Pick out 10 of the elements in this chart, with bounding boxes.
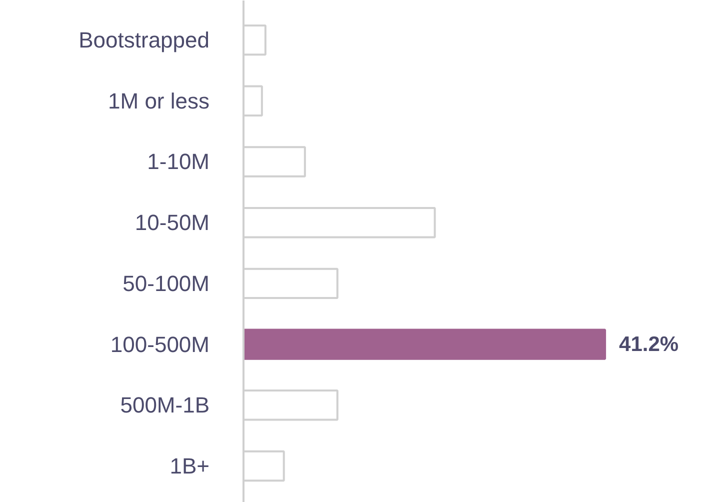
y-tick-label: 500M-1B bbox=[120, 392, 210, 418]
y-tick-label: 10-50M bbox=[134, 210, 210, 236]
y-tick-label: Bootstrapped bbox=[78, 28, 210, 53]
data-label: 41.2% bbox=[619, 332, 679, 356]
y-tick-label: 1B+ bbox=[170, 453, 210, 478]
bar bbox=[244, 328, 606, 360]
y-tick-label: 50-100M bbox=[122, 270, 210, 296]
y-tick-label: 100-500M bbox=[110, 332, 210, 357]
y-tick-label: 1M or less bbox=[108, 88, 210, 114]
y-tick-label: 1-10M bbox=[147, 149, 210, 174]
